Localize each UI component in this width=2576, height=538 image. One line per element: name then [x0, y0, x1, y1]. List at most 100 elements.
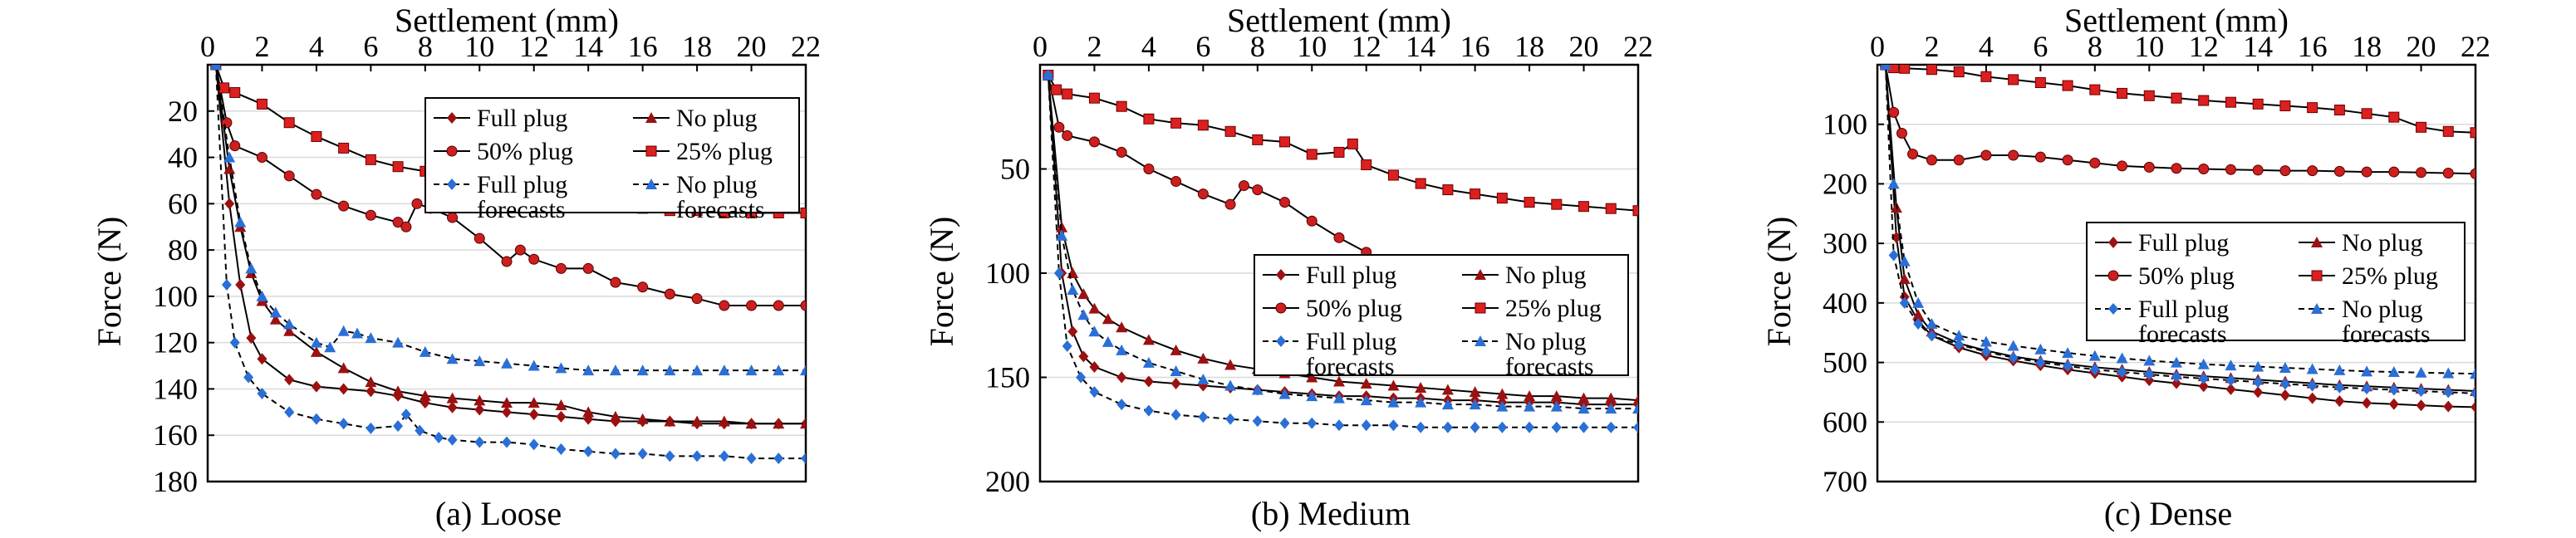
- data-point: [1347, 138, 1358, 149]
- data-point: [447, 433, 458, 446]
- data-point: [1899, 296, 1910, 309]
- data-point: [1888, 249, 1899, 262]
- data-point: [269, 313, 282, 325]
- data-point: [2307, 102, 2318, 114]
- data-point: [1116, 321, 1128, 333]
- x-tick-label: 2: [1924, 30, 1939, 63]
- data-point: [400, 221, 412, 232]
- data-point: [2171, 163, 2182, 174]
- data-point: [338, 383, 349, 395]
- data-point: [310, 345, 322, 357]
- data-point: [1198, 411, 1209, 423]
- data-point: [411, 198, 423, 209]
- data-point: [229, 86, 241, 98]
- data-point: [2198, 95, 2210, 106]
- data-point: [1076, 371, 1087, 384]
- data-point: [393, 420, 404, 433]
- data-point: [324, 341, 336, 353]
- data-point: [1116, 399, 1127, 411]
- data-point: [1067, 325, 1078, 338]
- data-point: [637, 281, 649, 293]
- data-point: [2062, 80, 2073, 91]
- data-point: [1469, 399, 1481, 410]
- data-point: [2252, 98, 2264, 110]
- data-point: [2253, 376, 2264, 389]
- legend: Full plug No plug 50% plug 25% plug Full plu…: [424, 97, 800, 223]
- x-tick-label: 4: [1979, 30, 1994, 63]
- data-point: [555, 262, 567, 274]
- x-tick-label: 20: [2407, 30, 2436, 63]
- x-tick-label: 18: [1514, 30, 1544, 63]
- data-point: [718, 415, 730, 427]
- data-point: [2117, 87, 2128, 99]
- legend: Full plug No plug 50% plug 25% plug Full plu…: [2086, 222, 2466, 348]
- legend-swatch-marker: [2107, 270, 2119, 281]
- data-point: [555, 362, 567, 374]
- series-25-plug: [1880, 65, 2475, 139]
- data-point: [2035, 356, 2046, 369]
- data-point: [773, 364, 785, 376]
- y-tick-label: 80: [168, 233, 198, 267]
- data-point: [1550, 390, 1563, 402]
- y-tick-label: 100: [985, 257, 1030, 290]
- data-point: [2225, 383, 2236, 395]
- data-point: [243, 371, 254, 384]
- plot-frame: [206, 63, 807, 483]
- data-point: [746, 452, 757, 465]
- data-point: [2034, 77, 2046, 89]
- data-point: [2089, 84, 2101, 95]
- data-point: [256, 290, 268, 301]
- data-point: [2252, 360, 2264, 372]
- data-point: [636, 413, 649, 424]
- x-tick-label: 0: [1033, 30, 1048, 63]
- data-point: [1142, 334, 1155, 345]
- data-point: [2279, 362, 2291, 374]
- data-point: [2361, 108, 2372, 120]
- data-point: [556, 410, 567, 423]
- data-point: [415, 424, 425, 437]
- data-point: [1078, 350, 1089, 363]
- data-point: [1953, 154, 1965, 166]
- data-point: [2443, 400, 2454, 413]
- data-point: [691, 364, 704, 376]
- data-point: [1524, 400, 1536, 412]
- data-point: [1224, 198, 1236, 210]
- data-point: [1143, 113, 1155, 125]
- data-point: [2088, 350, 2101, 361]
- data-point: [1888, 106, 1900, 118]
- data-point: [419, 389, 431, 401]
- y-axis-title: Force (N): [91, 217, 128, 347]
- data-point: [1887, 178, 1900, 189]
- chart-panel: 0 2 4 6 8 10 12 14 16 18 20 22 50 100 150 200 Settlement…: [923, 2, 1653, 532]
- data-point: [2362, 397, 2372, 409]
- x-tick-label: 10: [464, 30, 494, 63]
- data-point: [2362, 383, 2372, 395]
- data-point: [1496, 400, 1509, 412]
- data-point: [1470, 188, 1481, 200]
- legend-label: Full plug: [2138, 296, 2229, 323]
- data-point: [2333, 364, 2346, 375]
- legend-label: 25% plug: [2342, 262, 2438, 290]
- data-point: [1056, 229, 1068, 241]
- data-point: [446, 392, 459, 404]
- data-point: [1578, 201, 1590, 213]
- x-tick-label: 0: [200, 30, 215, 63]
- data-point: [1088, 136, 1100, 148]
- data-point: [636, 364, 649, 376]
- data-point: [1252, 184, 1263, 196]
- data-point: [269, 306, 282, 318]
- y-tick-label: 200: [985, 465, 1030, 498]
- data-point: [2388, 398, 2399, 410]
- data-point: [1102, 335, 1114, 347]
- series-line: [214, 65, 806, 372]
- data-point: [283, 325, 296, 336]
- data-point: [501, 256, 513, 267]
- data-point: [800, 207, 806, 218]
- data-point: [1116, 146, 1127, 158]
- data-point: [284, 406, 295, 418]
- data-point: [583, 445, 594, 457]
- data-point: [2007, 340, 2019, 351]
- series-line: [1047, 75, 1638, 212]
- data-point: [1224, 379, 1237, 391]
- x-tick-label: 10: [2134, 30, 2164, 63]
